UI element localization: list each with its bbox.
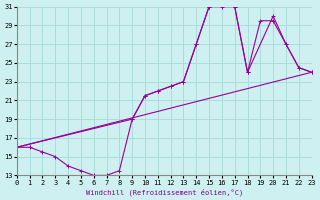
X-axis label: Windchill (Refroidissement éolien,°C): Windchill (Refroidissement éolien,°C) <box>85 188 243 196</box>
